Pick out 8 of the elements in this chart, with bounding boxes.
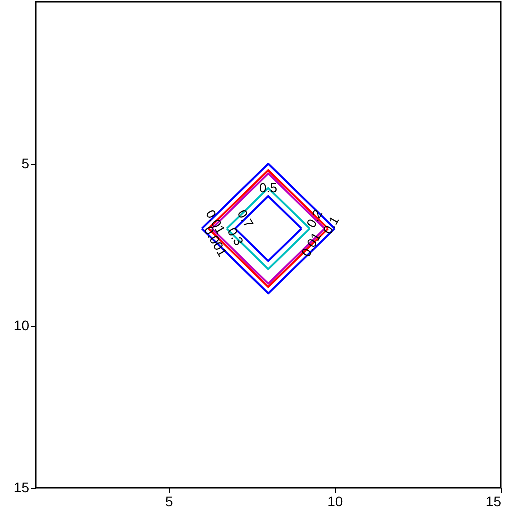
x-tick-label: 10	[328, 494, 344, 510]
x-tick-label: 15	[486, 494, 502, 510]
x-tick-label: 5	[165, 494, 174, 510]
annotation: 0.5	[259, 180, 278, 196]
y-tick-label: 15	[14, 480, 30, 496]
y-tick-label: 5	[22, 156, 30, 172]
annotation: 0.3	[224, 225, 247, 248]
y-tick-label: 10	[14, 318, 30, 334]
